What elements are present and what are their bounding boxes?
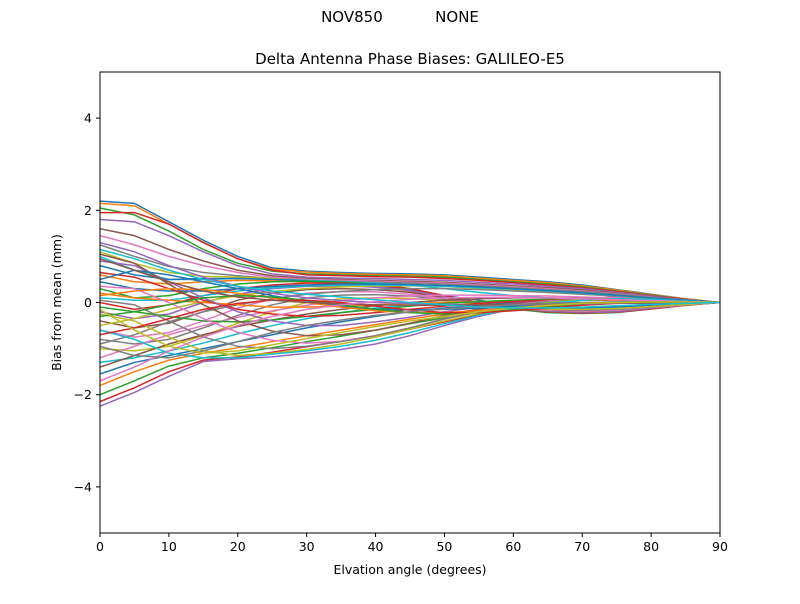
- series-line-27: [99, 294, 721, 359]
- y-axis-label: Bias from mean (mm): [49, 234, 64, 371]
- x-tick-label: 60: [505, 539, 521, 554]
- x-axis-label: Elvation angle (degrees): [333, 562, 486, 577]
- x-tick-label: 30: [299, 539, 315, 554]
- series-line-25: [99, 296, 721, 407]
- series-layer: [99, 200, 721, 407]
- figure-suptitle: NOV850 NONE: [321, 8, 479, 26]
- series-line-49: [99, 301, 721, 354]
- x-tick-label: 80: [643, 539, 659, 554]
- series-line-50: [99, 248, 721, 309]
- y-tick-label: 4: [84, 111, 92, 126]
- x-tick-label: 90: [712, 539, 728, 554]
- series-line-5: [99, 218, 721, 304]
- series-line-11: [99, 264, 721, 309]
- x-tick-label: 70: [574, 539, 590, 554]
- y-tick-label: −4: [74, 479, 92, 494]
- series-line-47: [99, 296, 721, 382]
- series-line-1: [99, 200, 721, 304]
- x-tick-label: 40: [368, 539, 384, 554]
- x-tick-label: 10: [161, 539, 177, 554]
- series-line-19: [99, 297, 721, 352]
- x-tick-label: 0: [96, 539, 104, 554]
- y-tick-label: 0: [84, 295, 92, 310]
- x-tick-label: 50: [436, 539, 452, 554]
- x-axis: 0 10 20 30 40 50 60 70 80 90: [96, 533, 728, 554]
- series-line-4: [100, 211, 721, 304]
- series-line-8: [99, 244, 721, 304]
- y-tick-label: −2: [74, 387, 92, 402]
- y-tick-label: 2: [84, 203, 92, 218]
- chart-title: Delta Antenna Phase Biases: GALILEO-E5: [255, 50, 565, 68]
- series-line-40: [99, 298, 721, 359]
- x-tick-label: 20: [230, 539, 246, 554]
- y-axis: −4 −2 0 2 4: [74, 111, 100, 494]
